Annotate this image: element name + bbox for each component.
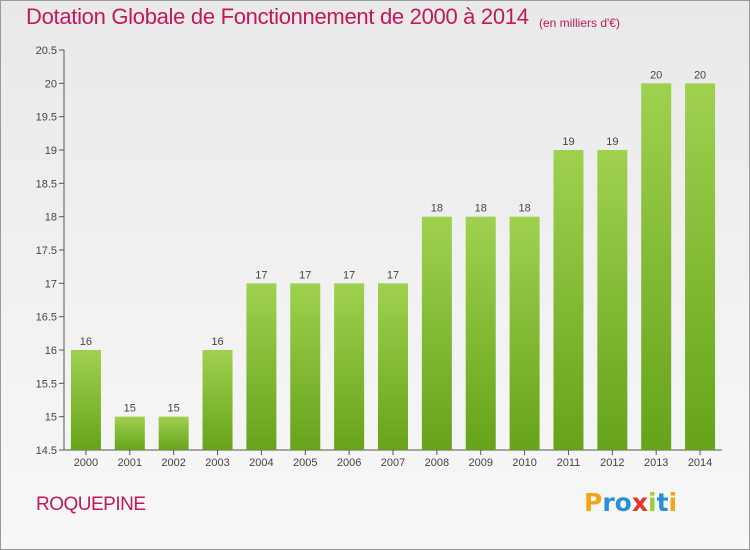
x-tick-label: 2012 — [600, 457, 624, 469]
bar — [597, 150, 628, 450]
data-label: 18 — [518, 203, 530, 215]
x-tick-label: 2004 — [249, 457, 273, 469]
bar — [70, 350, 101, 450]
unit-label: (en milliers d'€) — [539, 16, 620, 30]
y-tick-label: 18 — [45, 212, 57, 224]
y-tick-label: 16.5 — [36, 312, 57, 324]
chart-title: Dotation Globale de Fonctionnement de 20… — [26, 4, 529, 29]
logo-letter: i — [668, 488, 678, 517]
bar — [421, 216, 452, 450]
data-label: 17 — [255, 269, 267, 281]
data-label: 19 — [562, 136, 574, 148]
data-label: 15 — [168, 403, 180, 415]
y-tick-label: 19 — [45, 145, 57, 157]
y-tick-label: 15 — [45, 412, 57, 424]
bar — [290, 283, 321, 450]
x-tick-label: 2003 — [205, 457, 229, 469]
bar — [553, 150, 584, 450]
logo-letter: t — [656, 488, 669, 517]
data-label: 20 — [650, 69, 662, 81]
y-tick-label: 17.5 — [36, 245, 57, 257]
commune-name: ROQUEPINE — [36, 494, 146, 515]
bar — [641, 83, 672, 450]
y-tick-label: 18.5 — [36, 178, 57, 190]
bar — [509, 216, 540, 450]
y-tick-label: 16 — [45, 345, 57, 357]
bar — [334, 283, 365, 450]
bar — [246, 283, 277, 450]
x-tick-label: 2007 — [381, 457, 405, 469]
proxiti-logo: Proxiti — [584, 488, 677, 517]
logo-letter: x — [631, 488, 648, 517]
x-tick-label: 2013 — [644, 457, 668, 469]
bar — [465, 216, 496, 450]
bar — [158, 416, 189, 450]
data-label: 17 — [343, 269, 355, 281]
data-label: 18 — [475, 203, 487, 215]
data-label: 19 — [606, 136, 618, 148]
x-tick-label: 2014 — [688, 457, 712, 469]
data-label: 20 — [694, 69, 706, 81]
x-tick-label: 2002 — [161, 457, 185, 469]
y-tick-label: 19.5 — [36, 112, 57, 124]
logo-letter: r — [602, 488, 615, 517]
y-tick-label: 15.5 — [36, 378, 57, 390]
x-tick-label: 2009 — [468, 457, 492, 469]
data-label: 18 — [431, 203, 443, 215]
y-tick-label: 14.5 — [36, 445, 57, 457]
logo-letter: P — [584, 488, 603, 517]
x-tick-label: 2005 — [293, 457, 317, 469]
data-label: 17 — [299, 269, 311, 281]
x-tick-label: 2001 — [118, 457, 142, 469]
bar — [114, 416, 145, 450]
bar — [202, 350, 233, 450]
data-label: 16 — [80, 336, 92, 348]
x-tick-label: 2000 — [74, 457, 98, 469]
x-tick-label: 2010 — [512, 457, 536, 469]
logo-letter: i — [648, 488, 657, 517]
x-tick-label: 2008 — [425, 457, 449, 469]
bar — [378, 283, 408, 450]
bar — [685, 83, 716, 450]
x-tick-label: 2006 — [337, 457, 361, 469]
data-label: 17 — [387, 269, 399, 281]
logo-letter: o — [614, 488, 632, 517]
data-label: 15 — [124, 403, 136, 415]
data-label: 16 — [211, 336, 223, 348]
y-tick-label: 20.5 — [36, 45, 57, 57]
x-tick-label: 2011 — [557, 457, 581, 469]
y-tick-label: 17 — [45, 278, 57, 290]
y-tick-label: 20 — [45, 78, 57, 90]
